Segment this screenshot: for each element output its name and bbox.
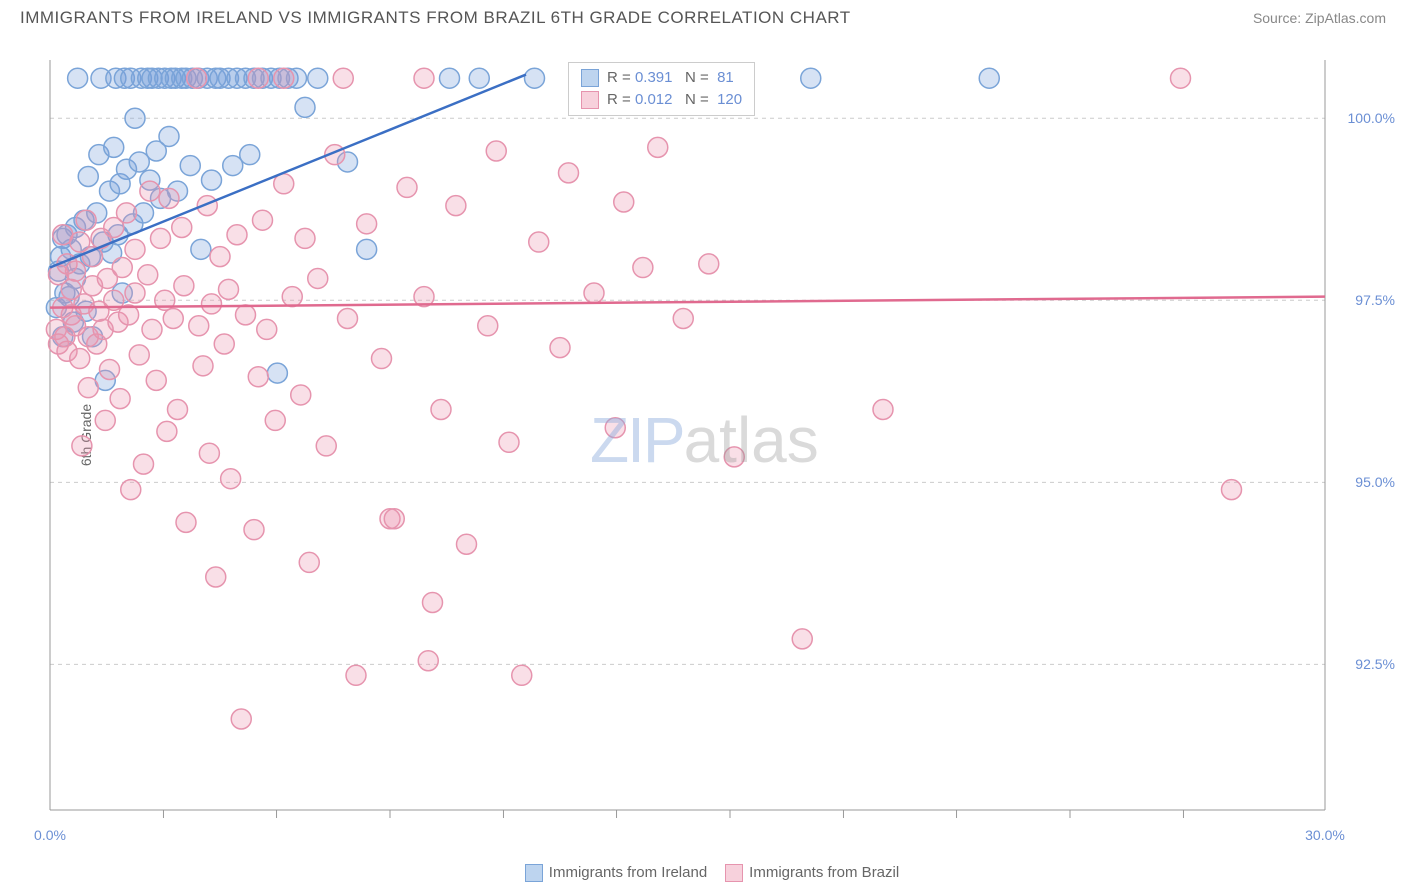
chart-title: IMMIGRANTS FROM IRELAND VS IMMIGRANTS FR… <box>20 8 851 28</box>
source-link[interactable]: ZipAtlas.com <box>1305 10 1386 26</box>
y-tick-label: 100.0% <box>1348 110 1395 126</box>
x-tick-label: 30.0% <box>1305 827 1345 843</box>
source-attribution: Source: ZipAtlas.com <box>1253 10 1386 26</box>
legend-swatch-ireland <box>581 69 599 87</box>
stat-n-label: N = <box>672 69 717 86</box>
chart-header: IMMIGRANTS FROM IRELAND VS IMMIGRANTS FR… <box>0 0 1406 34</box>
stat-n-label: N = <box>672 91 717 108</box>
bottom-legend: Immigrants from Ireland Immigrants from B… <box>0 864 1406 882</box>
chart-area: 6th Grade ZIPatlas R = 0.391 N = 81R = 0… <box>45 55 1335 815</box>
legend-label-brazil: Immigrants from Brazil <box>749 864 899 881</box>
stat-row-brazil: R = 0.012 N = 120 <box>569 89 754 111</box>
stat-row-ireland: R = 0.391 N = 81 <box>569 67 754 89</box>
legend-swatch-ireland <box>525 864 543 882</box>
stat-r-value: 0.391 <box>635 69 673 86</box>
legend-swatch-brazil <box>725 864 743 882</box>
legend-swatch-brazil <box>581 91 599 109</box>
correlation-stat-box: R = 0.391 N = 81R = 0.012 N = 120 <box>568 62 755 116</box>
y-tick-label: 97.5% <box>1355 292 1395 308</box>
stat-r-value: 0.012 <box>635 91 673 108</box>
legend-label-ireland: Immigrants from Ireland <box>549 864 707 881</box>
stat-r-label: R = <box>607 69 635 86</box>
stat-n-value: 120 <box>717 91 742 108</box>
y-tick-label: 95.0% <box>1355 474 1395 490</box>
stat-r-label: R = <box>607 91 635 108</box>
source-prefix: Source: <box>1253 10 1305 26</box>
y-tick-label: 92.5% <box>1355 656 1395 672</box>
x-tick-label: 0.0% <box>34 827 66 843</box>
stat-n-value: 81 <box>717 69 734 86</box>
scatter-plot-svg <box>45 55 1335 815</box>
